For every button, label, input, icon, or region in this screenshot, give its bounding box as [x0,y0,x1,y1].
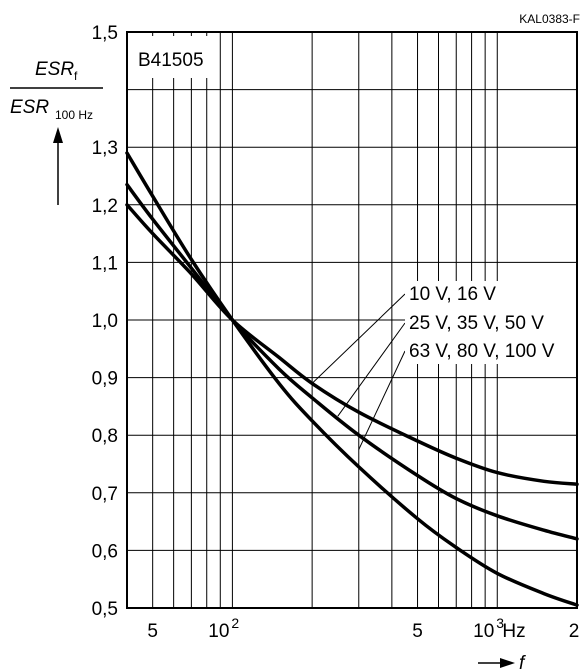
plot-frame [126,31,578,609]
leader-line-3 [358,350,406,450]
y-tick-label: 1,5 [92,23,118,44]
leader-line-1 [311,293,406,384]
y-label-denominator-sub: 100 Hz [55,108,93,122]
y-tick-label: 1,0 [92,311,118,332]
series-label-3: 63 V, 80 V, 100 V [409,341,555,362]
series-line-1 [125,203,579,486]
y-tick-label: 0,8 [92,426,118,447]
x-tick-label: 5 [412,621,423,642]
curves [125,151,579,607]
x-label: f [519,653,526,672]
y-tick-label: 0,6 [92,541,118,562]
y-tick-label: 1,3 [92,138,118,159]
x-tick-label: 10 [208,621,229,642]
series-labels-bg [405,281,576,364]
series-line-3 [125,151,579,607]
y-label-numerator: ESR [35,59,74,80]
x-tick-label: 2 [569,621,580,642]
y-tick-label: 1,1 [92,253,118,274]
x-unit: Hz [502,621,525,642]
part-number: B41505 [138,50,204,71]
x-tick-exponent: 3 [496,615,504,631]
y-tick-label: 1,2 [92,196,118,217]
y-tick-label: 0,9 [92,369,118,390]
figure-code: KAL0383-F [519,12,580,26]
y-axis-arrow-head [53,127,63,143]
series-label-1: 10 V, 16 V [409,284,496,305]
x-tick-exponent: 2 [231,615,239,631]
series-labels: 10 V, 16 V 25 V, 35 V, 50 V 63 V, 80 V, 10… [405,281,576,364]
x-tick-labels: 5 10 2 5 10 3 2 [147,615,579,642]
series-label-2: 25 V, 35 V, 50 V [409,313,544,334]
y-tick-labels: 0,5 0,6 0,7 0,8 0,9 1,0 1,1 1,2 1,3 1,5 [92,23,118,620]
y-tick-label: 0,5 [92,599,118,620]
part-number-bg [131,36,213,78]
y-tick-label: 0,7 [92,484,118,505]
x-axis-label: f [478,653,526,672]
y-axis-label: ESR f ESR 100 Hz [10,59,103,205]
leader-line-2 [337,322,406,417]
x-tick-label: 5 [147,621,158,642]
series-line-2 [125,182,579,541]
leader-lines [311,293,406,450]
y-label-denominator: ESR [10,97,49,118]
y-label-numerator-sub: f [74,69,78,83]
x-tick-label: 10 [473,621,494,642]
x-axis-arrow-head [500,658,515,668]
